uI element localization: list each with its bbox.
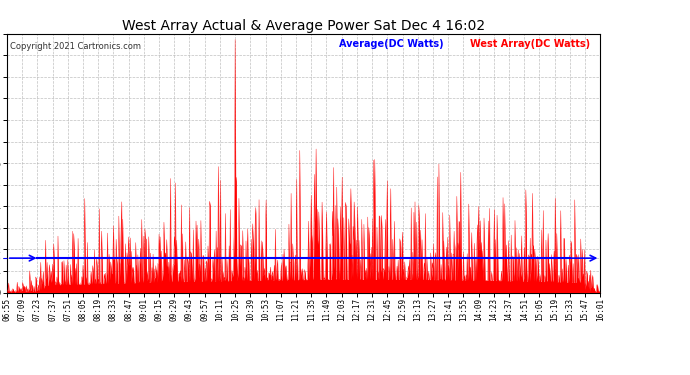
Text: Copyright 2021 Cartronics.com: Copyright 2021 Cartronics.com bbox=[10, 42, 141, 51]
Text: West Array(DC Watts): West Array(DC Watts) bbox=[470, 39, 590, 49]
Title: West Array Actual & Average Power Sat Dec 4 16:02: West Array Actual & Average Power Sat De… bbox=[122, 19, 485, 33]
Text: Average(DC Watts): Average(DC Watts) bbox=[339, 39, 444, 49]
